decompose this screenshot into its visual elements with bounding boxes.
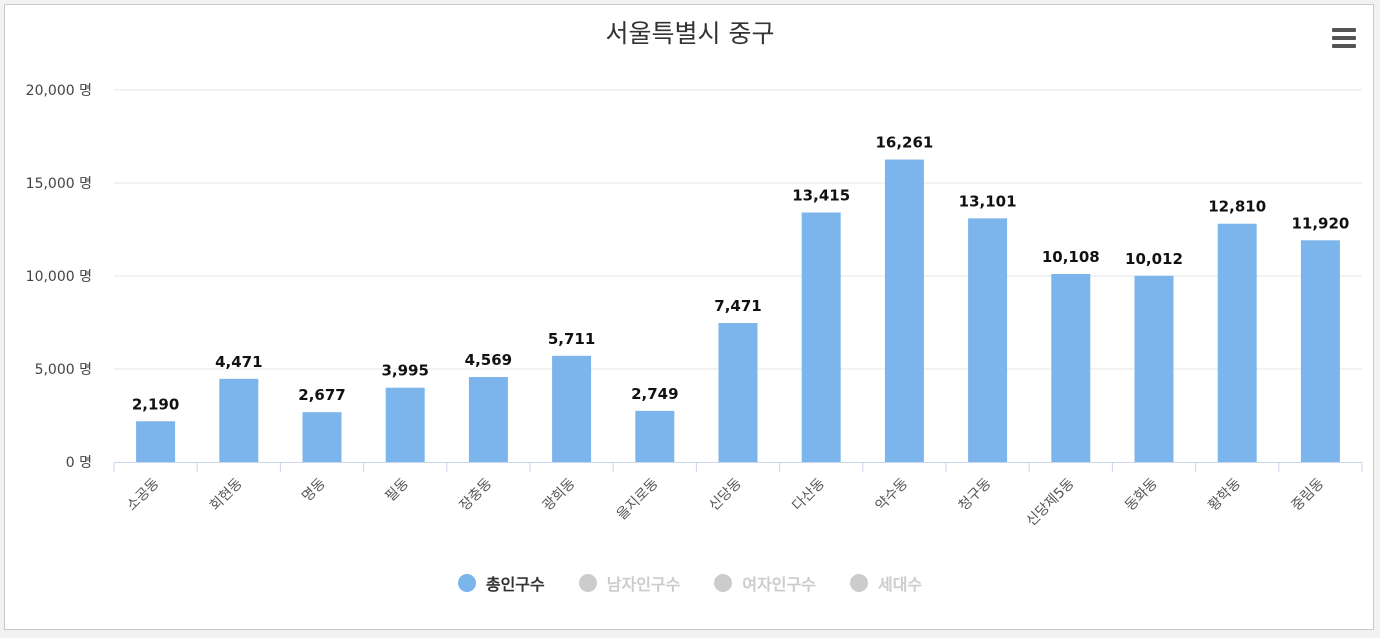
x-tick-label: 소공동 — [124, 475, 163, 514]
data-label: 10,012 — [1125, 250, 1183, 268]
legend-label: 남자인구수 — [606, 575, 681, 594]
x-tick-label: 신당제5동 — [1024, 475, 1078, 529]
bar[interactable] — [1300, 240, 1340, 462]
data-label: 2,190 — [132, 395, 179, 413]
x-tick-label: 다산동 — [789, 475, 828, 514]
bar[interactable] — [219, 378, 259, 462]
data-label: 13,415 — [792, 186, 850, 204]
hamburger-menu-icon[interactable] — [1326, 26, 1360, 54]
x-tick-label: 동화동 — [1122, 475, 1161, 514]
bar[interactable] — [1134, 275, 1174, 462]
legend-marker-icon — [714, 574, 733, 592]
x-tick-label: 신당동 — [706, 475, 745, 514]
bar[interactable] — [1217, 223, 1257, 462]
bar[interactable] — [136, 421, 176, 462]
y-tick-label: 15,000 명 — [26, 176, 92, 192]
x-tick-label: 명동 — [299, 475, 329, 505]
legend-marker-icon — [457, 574, 476, 592]
data-label: 12,810 — [1208, 198, 1266, 216]
menu-line — [1332, 44, 1356, 48]
bar[interactable] — [718, 323, 758, 462]
data-label: 16,261 — [875, 134, 933, 152]
x-tick-label: 회현동 — [207, 475, 246, 514]
data-label: 5,711 — [548, 330, 595, 348]
bar[interactable] — [801, 212, 841, 462]
bar[interactable] — [468, 377, 508, 462]
data-label: 11,920 — [1291, 214, 1349, 232]
data-label: 2,749 — [631, 385, 678, 403]
x-tick-label: 중림동 — [1289, 475, 1328, 514]
bar[interactable] — [635, 410, 675, 462]
x-tick-label: 황학동 — [1205, 475, 1244, 514]
y-tick-label: 20,000 명 — [26, 83, 92, 99]
data-label: 4,569 — [465, 351, 512, 369]
bar[interactable] — [302, 412, 342, 462]
x-tick-label: 청구동 — [956, 475, 995, 514]
legend-label: 세대수 — [877, 575, 923, 594]
menu-line — [1332, 36, 1356, 40]
bar[interactable] — [385, 387, 425, 462]
bar[interactable] — [968, 218, 1008, 462]
bar[interactable] — [1051, 273, 1091, 462]
data-label: 13,101 — [959, 192, 1017, 210]
chart-title: 서울특별시 중구 — [605, 19, 775, 48]
bar[interactable] — [884, 159, 924, 462]
bar[interactable] — [552, 355, 592, 462]
legend: 총인구수 남자인구수 여자인구수 세대수 — [0, 570, 1380, 596]
x-tick-label: 을지로동 — [614, 475, 662, 523]
y-tick-label: 5,000 명 — [35, 362, 92, 378]
data-label: 7,471 — [714, 297, 761, 315]
y-tick-label: 10,000 명 — [26, 269, 92, 285]
data-label: 10,108 — [1042, 248, 1100, 266]
data-label: 3,995 — [381, 362, 428, 380]
legend-marker-icon — [849, 574, 868, 592]
legend-label: 여자인구수 — [742, 575, 816, 594]
x-tick-label: 약수동 — [873, 475, 912, 514]
legend-item[interactable]: 여자인구수 — [714, 571, 816, 595]
data-label: 2,677 — [298, 386, 345, 404]
y-tick-label: 0 명 — [66, 455, 92, 471]
legend-label: 총인구수 — [485, 575, 545, 594]
data-label: 4,471 — [215, 353, 262, 371]
x-tick-label: 광희동 — [540, 475, 579, 514]
legend-item[interactable]: 총인구수 — [457, 571, 545, 595]
legend-item[interactable]: 남자인구수 — [578, 571, 681, 595]
x-tick-label: 장충동 — [457, 475, 496, 514]
menu-line — [1332, 28, 1356, 32]
x-tick-label: 필동 — [382, 475, 412, 505]
legend-marker-icon — [578, 574, 597, 592]
legend-item[interactable]: 세대수 — [849, 571, 923, 595]
